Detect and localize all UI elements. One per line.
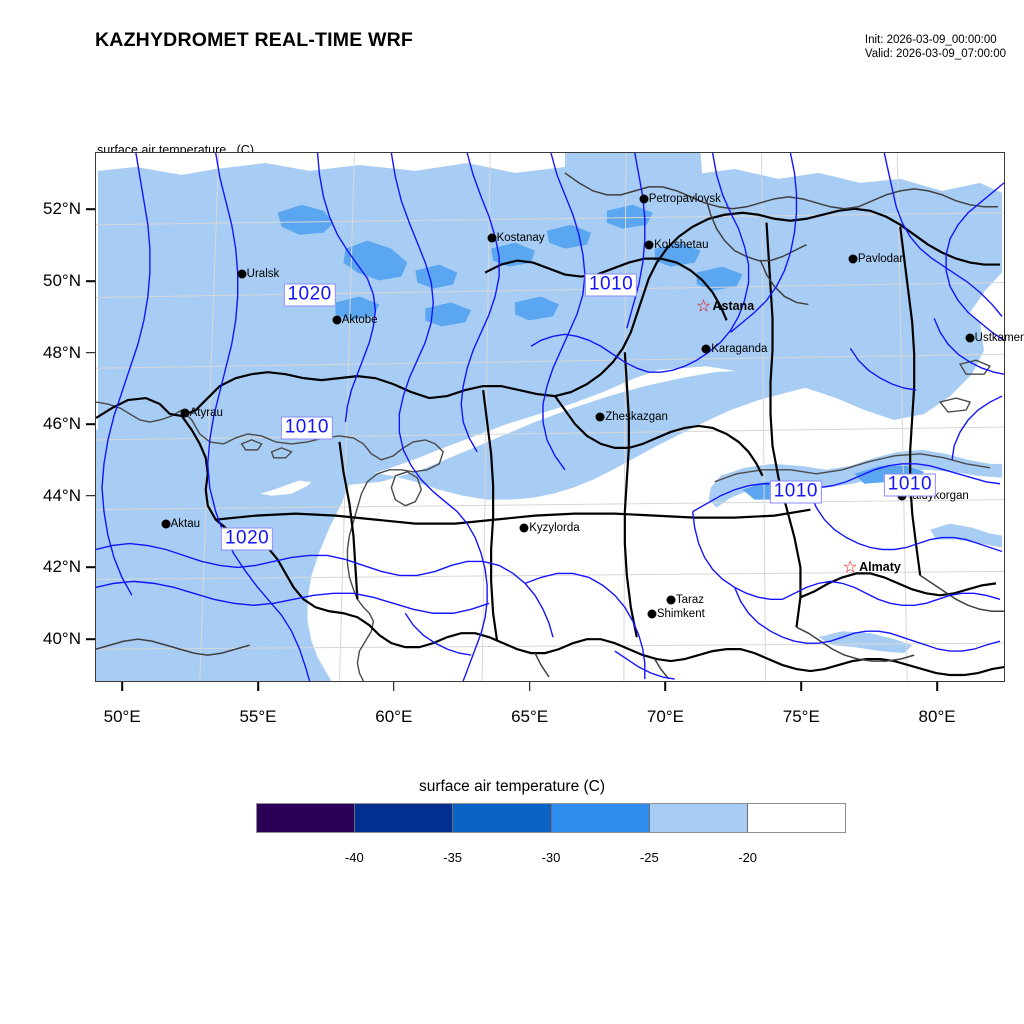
isobar-value-label: 1010: [883, 473, 937, 497]
lon-tick-label: 55°E: [239, 707, 277, 726]
colorbar-title: surface air temperature (C): [418, 778, 606, 795]
city-marker: [701, 344, 711, 354]
forecast-timestamps: Init: 2026-03-09_00:00:00 Valid: 2026-03…: [865, 33, 1006, 61]
lat-tick-label: 42°N: [43, 557, 81, 577]
colorbar-swatch: [551, 804, 650, 832]
lat-tick-label: 40°N: [43, 629, 81, 649]
city-marker: [237, 269, 247, 279]
lon-tick-mark: [800, 682, 803, 691]
city-marker: [332, 315, 342, 325]
city-marker: [519, 523, 529, 533]
city-marker: [595, 412, 605, 422]
capital-star-icon: ☆: [842, 557, 858, 577]
isobar-value-label: 1010: [280, 416, 334, 440]
colorbar-tick-label: -40: [344, 850, 364, 865]
capital-star-icon: ☆: [695, 296, 712, 316]
city-marker: [848, 254, 858, 264]
city-marker: [644, 240, 654, 250]
isobar-value-label: 1010: [584, 273, 638, 296]
colorbar-tick-label: -35: [443, 850, 463, 865]
city-label: Kokshetau: [654, 239, 709, 252]
city-marker: [487, 233, 497, 243]
colorbar-tick-label: -20: [738, 850, 758, 865]
lon-tick-mark: [257, 682, 259, 691]
lon-tick-mark: [664, 682, 667, 691]
colorbar-swatch: [355, 804, 454, 832]
lat-tick-mark: [86, 638, 95, 640]
city-label: Karaganda: [711, 342, 768, 355]
lon-tick-label: 65°E: [511, 707, 549, 726]
coastline-layer: [96, 359, 992, 681]
colorbar-swatch: [649, 804, 748, 832]
isobar-value-label: 1020: [283, 283, 336, 307]
lat-tick-label: 50°N: [43, 270, 81, 290]
lat-tick-mark: [86, 423, 95, 425]
colorbar: [256, 803, 846, 833]
lon-tick-label: 75°E: [782, 707, 820, 726]
lat-tick-label: 46°N: [43, 414, 81, 434]
temperature-shading-band-2f8ded: [277, 204, 925, 500]
capital-label: Astana: [712, 298, 755, 313]
city-label: Zheskazgan: [605, 411, 668, 423]
city-label: Petropavlovsk: [648, 192, 721, 205]
valid-time-label: Valid: 2026-03-09_07:00:00: [864, 48, 1006, 60]
city-marker: [647, 609, 657, 619]
city-marker: [161, 519, 171, 529]
city-label: Pavlodar: [857, 253, 904, 266]
lat-tick-label: 52°N: [43, 199, 81, 219]
lat-tick-label: 48°N: [43, 342, 81, 362]
lon-tick-label: 50°E: [103, 707, 141, 726]
city-label: Uralsk: [246, 267, 280, 280]
lon-tick-mark: [936, 682, 938, 691]
neighbour-border-layer: [96, 172, 1004, 680]
lat-tick-label: 44°N: [43, 485, 81, 505]
lon-tick-mark: [121, 682, 123, 691]
city-label: Kostanay: [496, 231, 545, 244]
lat-tick-mark: [86, 494, 95, 497]
colorbar-tick-label: -30: [541, 850, 561, 865]
colorbar-swatch: [453, 804, 552, 832]
colorbar-swatch: [747, 804, 846, 832]
map-graphics: [96, 153, 1004, 681]
lon-tick-mark: [393, 682, 395, 691]
city-label: Taraz: [675, 593, 704, 606]
city-label: Aktobe: [341, 314, 378, 327]
country-border-layer: [96, 207, 1004, 677]
page-title: KAZHYDROMET REAL-TIME WRF: [95, 29, 414, 51]
capital-label: Almaty: [859, 560, 901, 575]
city-marker: [965, 333, 975, 343]
lat-tick-mark: [86, 280, 95, 282]
lon-tick-label: 80°E: [918, 707, 956, 726]
lon-tick-mark: [528, 682, 531, 691]
city-label: Ustkamen: [974, 332, 1024, 345]
map-canvas[interactable]: [95, 152, 1005, 682]
lon-tick-label: 70°E: [646, 707, 684, 726]
isobar-value-label: 1010: [769, 480, 822, 504]
lat-tick-mark: [86, 208, 95, 211]
lon-tick-label: 60°E: [375, 707, 413, 726]
city-marker: [180, 408, 190, 418]
city-marker: [666, 595, 676, 605]
colorbar-tick-label: -25: [639, 850, 659, 865]
city-label: Aktau: [170, 518, 201, 531]
city-label: Shimkent: [656, 607, 705, 620]
lat-tick-mark: [86, 351, 95, 354]
isobar-layer: [96, 153, 1004, 681]
city-label: Kyzylorda: [529, 522, 580, 534]
isobar-value-label: 1020: [220, 527, 274, 551]
colorbar-swatch: [257, 804, 356, 832]
lat-tick-mark: [86, 566, 95, 569]
init-time-label: Init: 2026-03-09_00:00:00: [864, 34, 997, 46]
city-label: Atyrau: [189, 407, 223, 420]
city-marker: [639, 194, 649, 204]
